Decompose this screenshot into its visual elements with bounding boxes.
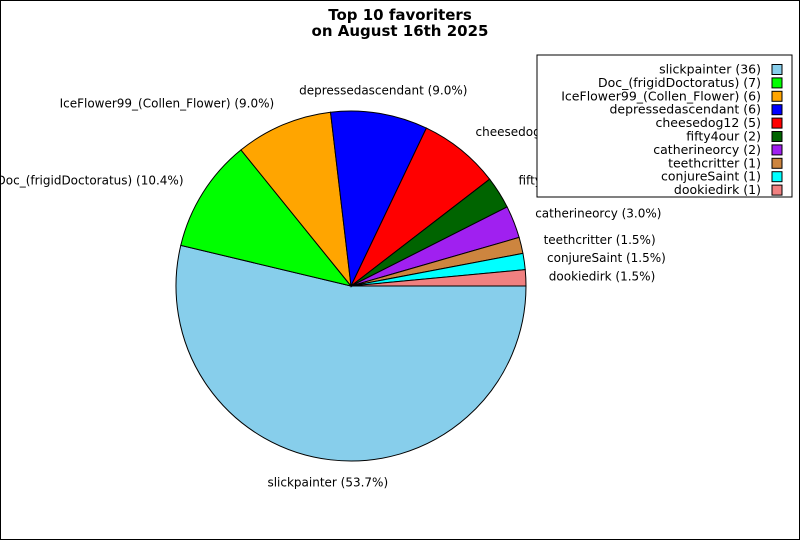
legend-entry-6: catherineorcy (2)	[653, 142, 761, 157]
pie-slice-3	[329, 110, 428, 288]
legend-entry-0: slickpainter (36)	[659, 62, 761, 77]
pie-slice-9	[350, 269, 527, 287]
legend-swatch-5	[771, 131, 783, 142]
slice-label-9: dookiedirk (1.5%)	[549, 270, 655, 284]
legend-swatch-0	[771, 64, 783, 75]
legend-entry-7: teethcritter (1)	[668, 155, 761, 170]
pie-slices	[175, 110, 527, 462]
legend-entry-8: conjureSaint (1)	[661, 169, 761, 184]
legend-swatch-2	[771, 90, 783, 102]
slice-label-0: slickpainter (53.7%)	[267, 476, 388, 490]
legend-entry-2: IceFlower99_(Collen_Flower) (6)	[561, 88, 761, 103]
slice-label-8: conjureSaint (1.5%)	[547, 251, 666, 265]
legend-entry-9: dookiedirk (1)	[674, 182, 761, 197]
legend-entry-1: Doc_(frigidDoctoratus) (7)	[598, 75, 761, 90]
legend-swatch-1	[771, 77, 783, 89]
pie-slice-2	[240, 111, 352, 288]
legend-entry-4: cheesedog12 (5)	[656, 115, 761, 130]
slice-label-3: depressedascendant (9.0%)	[299, 84, 467, 98]
legend-entry-5: fifty4our (2)	[686, 129, 761, 144]
legend-swatch-4	[771, 117, 783, 129]
slice-label-7: teethcritter (1.5%)	[544, 233, 656, 247]
legend-entry-3: depressedascendant (6)	[609, 102, 761, 117]
legend-swatch-7	[771, 157, 783, 169]
slice-label-1: Doc_(frigidDoctoratus) (10.4%)	[1, 173, 184, 187]
legend: slickpainter (36)Doc_(frigidDoctoratus) …	[536, 54, 793, 198]
chart-title-line-1: Top 10 favoriters	[328, 6, 472, 24]
slice-label-2: IceFlower99_(Collen_Flower) (9.0%)	[60, 97, 275, 111]
legend-swatch-6	[771, 144, 783, 156]
legend-box	[536, 54, 793, 198]
legend-swatch-3	[771, 104, 783, 116]
legend-swatch-9	[771, 184, 783, 196]
pie-slice-0	[175, 244, 527, 462]
slice-label-6: catherineorcy (3.0%)	[535, 207, 661, 221]
pie-slice-1	[180, 149, 353, 287]
legend-swatch-8	[771, 171, 783, 183]
chart-title-line-2: on August 16th 2025	[312, 22, 489, 40]
